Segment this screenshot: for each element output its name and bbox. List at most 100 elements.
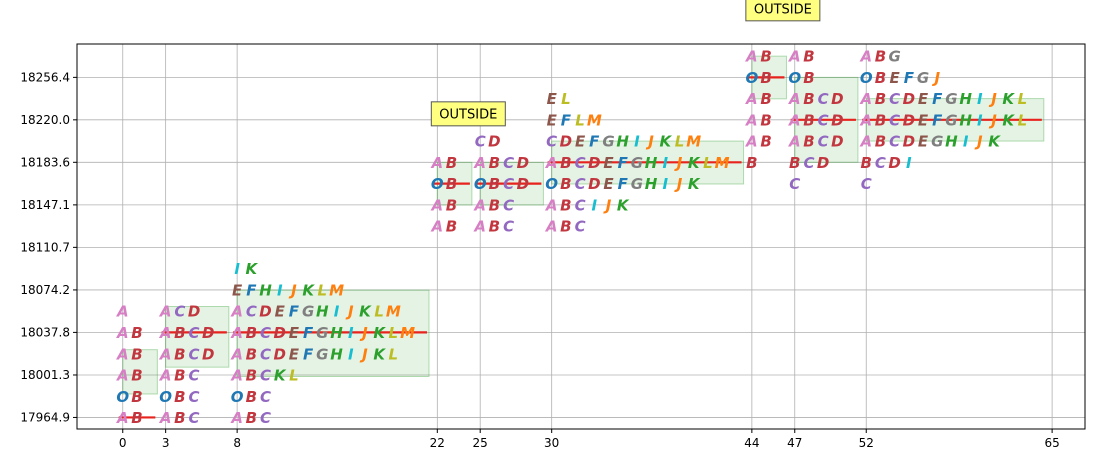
tpo-letter: C <box>260 388 271 406</box>
y-tick-label: 18220.0 <box>20 113 70 127</box>
tpo-letter: J <box>974 133 983 151</box>
tpo-letter: M <box>715 154 730 172</box>
tpo-letter: L <box>561 90 571 108</box>
tpo-letter: C <box>818 90 829 108</box>
tpo-letter: A <box>116 366 129 384</box>
tpo-letter: B <box>174 388 185 406</box>
tpo-letter: A <box>159 345 172 363</box>
tpo-letter: E <box>547 111 558 129</box>
tpo-letter: E <box>918 90 929 108</box>
x-axis-ticks: 0 3 8 22 25 30 44 47 52 65 <box>119 429 1060 450</box>
x-tick-label: 30 <box>544 436 559 450</box>
tpo-letter: E <box>232 281 243 299</box>
tpo-letter: J <box>988 90 997 108</box>
annotations: OUTSIDE OUTSIDE <box>430 0 821 127</box>
tpo-letter: K <box>617 196 630 214</box>
tpo-letter: K <box>246 260 259 278</box>
tpo-letter: B <box>560 175 571 193</box>
tpo-letter: C <box>889 111 900 129</box>
tpo-letter: C <box>189 345 200 363</box>
tpo-letter: B <box>803 133 814 151</box>
tpo-letter: O <box>860 69 873 87</box>
tpo-letter: K <box>274 366 287 384</box>
tpo-letter: A <box>473 218 486 236</box>
tpo-letter: L <box>389 345 399 363</box>
tpo-letter: H <box>616 133 629 151</box>
tpo-letter: A <box>159 366 172 384</box>
tpo-letter: G <box>631 175 643 193</box>
tpo-letter: A <box>116 303 129 321</box>
value-area-box <box>165 306 230 368</box>
tpo-letter: J <box>603 196 612 214</box>
tpo-letter: A <box>788 133 801 151</box>
tpo-letter: C <box>889 90 900 108</box>
tpo-letter: B <box>875 90 886 108</box>
tpo-letter: A <box>230 409 243 427</box>
tpo-letter: B <box>131 345 142 363</box>
tpo-letter: F <box>932 90 943 108</box>
tpo-letter: G <box>316 345 328 363</box>
tpo-letter: H <box>330 324 343 342</box>
tpo-letter: B <box>489 175 500 193</box>
tpo-letter: C <box>861 175 872 193</box>
tpo-letter: B <box>246 345 257 363</box>
tpo-letter: C <box>189 366 200 384</box>
tpo-letter: E <box>289 324 300 342</box>
tpo-letter: H <box>959 90 972 108</box>
tpo-letter: K <box>688 154 701 172</box>
tpo-letter: B <box>560 154 571 172</box>
tpo-letter: E <box>918 111 929 129</box>
tpo-letter: I <box>591 196 597 214</box>
tpo-letter: M <box>587 111 602 129</box>
tpo-letter: A <box>230 324 243 342</box>
tpo-letter: B <box>446 218 457 236</box>
tpo-letter: A <box>230 345 243 363</box>
tpo-letter: E <box>547 90 558 108</box>
tpo-letter: B <box>131 388 142 406</box>
tpo-letter: B <box>446 196 457 214</box>
tpo-letter: I <box>234 260 240 278</box>
tpo-letter: C <box>575 196 586 214</box>
tpo-letter: C <box>503 196 514 214</box>
tpo-letter: B <box>875 48 886 66</box>
tpo-letter: I <box>977 90 983 108</box>
tpo-letter: F <box>561 111 572 129</box>
y-tick-label: 18256.4 <box>20 70 70 84</box>
tpo-letter: J <box>359 324 368 342</box>
tpo-letter: F <box>904 69 915 87</box>
x-tick-label: 47 <box>787 436 802 450</box>
tpo-letter: B <box>803 90 814 108</box>
tpo-letter: A <box>545 196 558 214</box>
tpo-letter: H <box>959 111 972 129</box>
tpo-letter: C <box>818 133 829 151</box>
tpo-letter: C <box>260 345 271 363</box>
tpo-letter: C <box>575 175 586 193</box>
tpo-letter: C <box>575 154 586 172</box>
plot-frame <box>76 43 1086 430</box>
tpo-letter: D <box>831 133 843 151</box>
tpo-letter: B <box>875 111 886 129</box>
tpo-letter: B <box>174 366 185 384</box>
tpo-letter: A <box>788 90 801 108</box>
tpo-letter: H <box>330 345 343 363</box>
tpo-letter: B <box>174 324 185 342</box>
tpo-letter: J <box>988 111 997 129</box>
tpo-letter: I <box>348 324 354 342</box>
tpo-letter: F <box>289 303 300 321</box>
y-tick-label: 17964.9 <box>20 410 70 424</box>
tpo-letter: A <box>745 111 758 129</box>
tpo-letter: C <box>246 303 257 321</box>
tpo-letter: D <box>588 175 600 193</box>
tpo-letter: C <box>260 409 271 427</box>
x-tick-label: 0 <box>119 436 127 450</box>
tpo-letter: A <box>788 111 801 129</box>
tpo-letter: I <box>963 133 969 151</box>
tpo-letter: F <box>589 133 600 151</box>
tpo-letter: C <box>889 133 900 151</box>
tpo-letter: K <box>373 324 386 342</box>
tpo-letter: K <box>373 345 386 363</box>
tpo-letter: C <box>503 175 514 193</box>
tpo-letter: K <box>1002 111 1015 129</box>
tpo-letter: B <box>446 154 457 172</box>
